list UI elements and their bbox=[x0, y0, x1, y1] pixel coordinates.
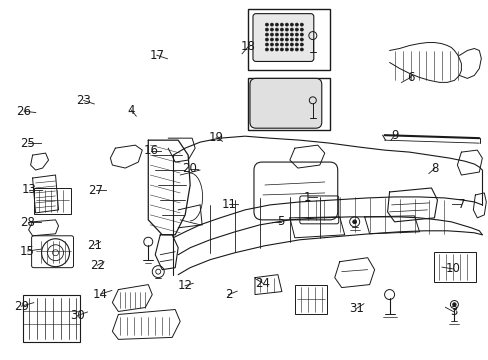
Bar bbox=[34, 188, 71, 214]
Circle shape bbox=[290, 38, 293, 41]
Circle shape bbox=[352, 220, 356, 224]
Text: 31: 31 bbox=[348, 302, 364, 315]
Text: 7: 7 bbox=[457, 198, 464, 211]
Circle shape bbox=[280, 33, 283, 36]
Text: 18: 18 bbox=[241, 40, 255, 53]
Text: 10: 10 bbox=[445, 262, 460, 275]
Circle shape bbox=[290, 48, 293, 51]
Circle shape bbox=[275, 38, 278, 41]
Circle shape bbox=[285, 33, 288, 36]
Circle shape bbox=[295, 33, 298, 36]
Bar bbox=[433, 252, 475, 282]
Circle shape bbox=[290, 43, 293, 46]
Bar bbox=[247, 9, 329, 71]
Circle shape bbox=[290, 28, 293, 31]
Text: 17: 17 bbox=[149, 49, 164, 62]
Circle shape bbox=[275, 33, 278, 36]
Circle shape bbox=[275, 43, 278, 46]
FancyBboxPatch shape bbox=[249, 78, 321, 128]
Text: 2: 2 bbox=[224, 288, 232, 301]
Circle shape bbox=[300, 43, 303, 46]
Circle shape bbox=[295, 43, 298, 46]
Bar bbox=[294, 285, 326, 315]
Text: 29: 29 bbox=[14, 300, 29, 313]
Circle shape bbox=[270, 23, 273, 26]
Text: 27: 27 bbox=[88, 184, 103, 197]
Circle shape bbox=[295, 23, 298, 26]
Text: 9: 9 bbox=[390, 129, 398, 142]
Text: 23: 23 bbox=[76, 94, 91, 107]
Circle shape bbox=[280, 43, 283, 46]
FancyBboxPatch shape bbox=[252, 14, 313, 62]
Text: 6: 6 bbox=[407, 71, 414, 84]
Circle shape bbox=[270, 43, 273, 46]
Circle shape bbox=[280, 48, 283, 51]
Text: 1: 1 bbox=[304, 191, 311, 204]
Text: 3: 3 bbox=[449, 306, 457, 319]
Circle shape bbox=[265, 33, 268, 36]
Text: 14: 14 bbox=[93, 288, 108, 301]
Text: 16: 16 bbox=[143, 144, 158, 157]
Circle shape bbox=[295, 48, 298, 51]
Text: 12: 12 bbox=[177, 279, 192, 292]
Circle shape bbox=[300, 33, 303, 36]
Text: 8: 8 bbox=[430, 162, 437, 175]
Text: 19: 19 bbox=[208, 131, 224, 144]
Circle shape bbox=[280, 28, 283, 31]
Circle shape bbox=[270, 38, 273, 41]
Circle shape bbox=[300, 28, 303, 31]
Circle shape bbox=[452, 303, 455, 306]
Circle shape bbox=[300, 23, 303, 26]
Text: 22: 22 bbox=[90, 259, 104, 272]
Circle shape bbox=[265, 38, 268, 41]
Circle shape bbox=[280, 23, 283, 26]
Circle shape bbox=[275, 23, 278, 26]
Text: 21: 21 bbox=[87, 239, 102, 252]
Text: 5: 5 bbox=[276, 215, 284, 229]
Circle shape bbox=[290, 23, 293, 26]
Circle shape bbox=[270, 48, 273, 51]
Text: 13: 13 bbox=[21, 183, 36, 196]
Circle shape bbox=[280, 38, 283, 41]
Circle shape bbox=[265, 43, 268, 46]
Text: 26: 26 bbox=[17, 105, 32, 118]
Circle shape bbox=[270, 28, 273, 31]
Circle shape bbox=[265, 23, 268, 26]
Text: 28: 28 bbox=[20, 216, 35, 229]
Circle shape bbox=[270, 33, 273, 36]
Circle shape bbox=[285, 38, 288, 41]
Circle shape bbox=[295, 28, 298, 31]
Bar bbox=[22, 294, 81, 342]
Text: 24: 24 bbox=[255, 277, 270, 290]
Circle shape bbox=[300, 38, 303, 41]
Circle shape bbox=[290, 33, 293, 36]
Text: 15: 15 bbox=[20, 244, 35, 257]
Circle shape bbox=[285, 43, 288, 46]
Circle shape bbox=[265, 48, 268, 51]
Text: 4: 4 bbox=[127, 104, 135, 117]
Circle shape bbox=[300, 48, 303, 51]
Circle shape bbox=[285, 23, 288, 26]
Circle shape bbox=[265, 28, 268, 31]
Text: 30: 30 bbox=[70, 309, 85, 322]
Text: 25: 25 bbox=[20, 137, 35, 150]
Text: 11: 11 bbox=[221, 198, 236, 211]
Circle shape bbox=[285, 48, 288, 51]
Circle shape bbox=[295, 38, 298, 41]
Circle shape bbox=[275, 48, 278, 51]
Bar bbox=[247, 78, 329, 130]
Circle shape bbox=[275, 28, 278, 31]
Text: 20: 20 bbox=[182, 162, 197, 175]
Circle shape bbox=[285, 28, 288, 31]
